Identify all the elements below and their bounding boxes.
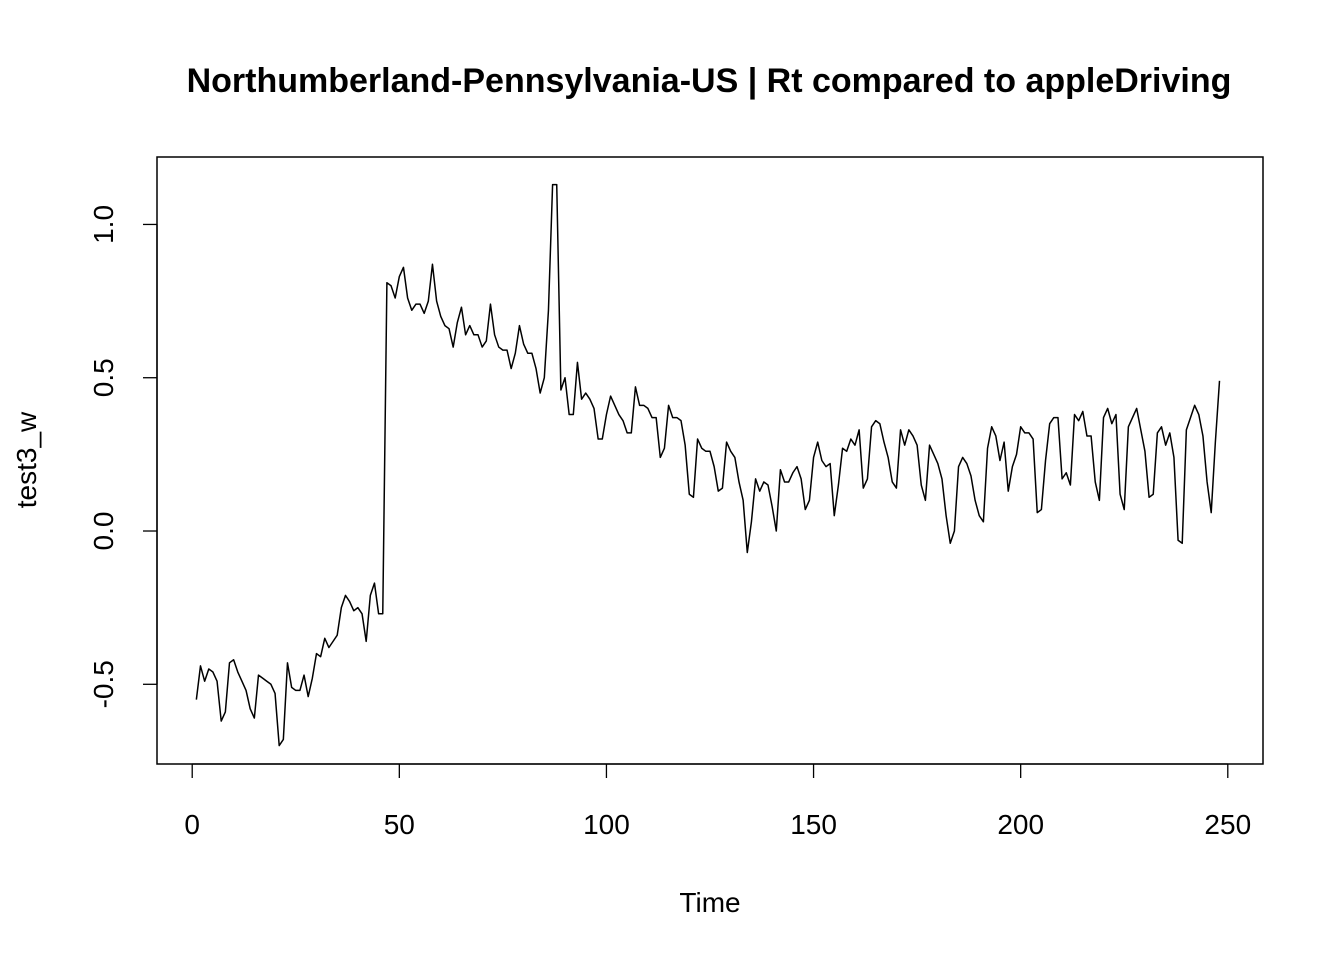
y-tick-label: 0.0: [88, 512, 119, 551]
x-tick-label: 150: [790, 809, 837, 840]
x-tick-label: 100: [583, 809, 630, 840]
series-line: [195, 183, 1221, 747]
y-tick-label: -0.5: [88, 660, 119, 708]
x-tick-label: 0: [184, 809, 200, 840]
y-tick-label: 0.5: [88, 358, 119, 397]
y-tick-label: 1.0: [88, 205, 119, 244]
chart-title: Northumberland-Pennsylvania-US | Rt comp…: [187, 62, 1232, 100]
x-tick-label: 250: [1204, 809, 1251, 840]
x-axis: 0 50 100 150 200 250: [184, 763, 1251, 840]
x-tick-label: 50: [384, 809, 415, 840]
x-axis-label: Time: [679, 887, 740, 918]
plot-frame: [156, 156, 1264, 765]
y-axis: -0.5 0.0 0.5 1.0: [88, 205, 158, 708]
x-tick-label: 200: [997, 809, 1044, 840]
y-axis-label: test3_w: [11, 411, 42, 508]
